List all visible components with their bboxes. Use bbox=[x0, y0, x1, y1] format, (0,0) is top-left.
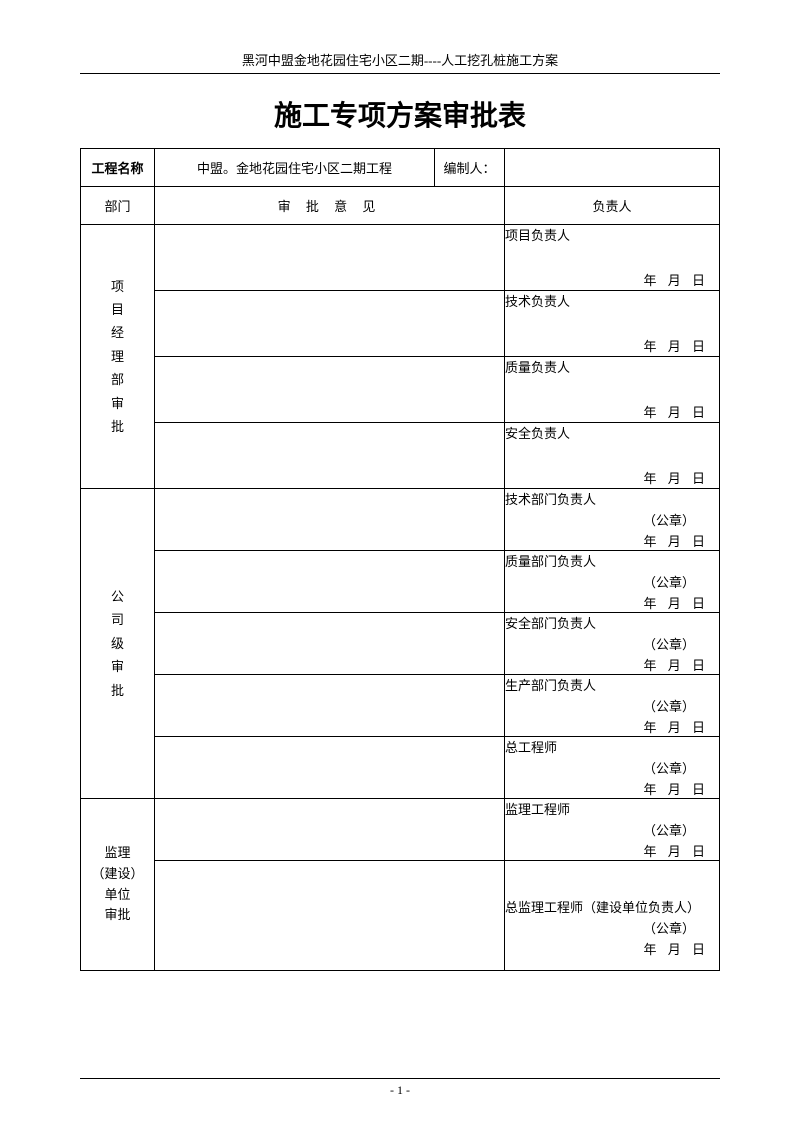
role-label: 安全部门负责人 bbox=[505, 613, 719, 632]
person-cell: 质量部门负责人 （公章） 年 月 日 bbox=[505, 551, 720, 613]
v-char: 目 bbox=[81, 298, 154, 321]
person-cell: 总监理工程师（建设单位负责人） （公章） 年 月 日 bbox=[505, 861, 720, 971]
date-label: 年 月 日 bbox=[505, 402, 719, 421]
v-line: （建设） bbox=[81, 864, 154, 885]
header-opinion: 审 批 意 见 bbox=[155, 187, 505, 225]
role-label: 质量负责人 bbox=[505, 357, 719, 376]
v-char: 级 bbox=[81, 632, 154, 655]
role-label: 安全负责人 bbox=[505, 423, 719, 442]
opinion-cell bbox=[155, 291, 505, 357]
opinion-cell bbox=[155, 489, 505, 551]
approval-table: 工程名称 中盟。金地花园住宅小区二期工程 编制人： 部门 审 批 意 见 负责人… bbox=[80, 148, 720, 971]
seal-label: （公章） bbox=[505, 918, 719, 937]
page-number: - 1 - bbox=[390, 1083, 410, 1097]
v-line: 单位 bbox=[81, 885, 154, 906]
opinion-cell bbox=[155, 225, 505, 291]
page-title: 施工专项方案审批表 bbox=[80, 94, 720, 134]
v-char: 经 bbox=[81, 321, 154, 344]
date-label: 年 月 日 bbox=[505, 468, 719, 487]
v-char: 项 bbox=[81, 275, 154, 298]
person-cell: 总工程师 （公章） 年 月 日 bbox=[505, 737, 720, 799]
role-label: 技术部门负责人 bbox=[505, 489, 719, 508]
v-char: 审 bbox=[81, 392, 154, 415]
opinion-cell bbox=[155, 613, 505, 675]
dept-company: 公 司 级 审 批 bbox=[81, 489, 155, 799]
opinion-cell bbox=[155, 799, 505, 861]
person-cell: 技术部门负责人 （公章） 年 月 日 bbox=[505, 489, 720, 551]
date-label: 年 月 日 bbox=[505, 593, 719, 612]
seal-label: （公章） bbox=[505, 696, 719, 715]
opinion-cell bbox=[155, 357, 505, 423]
v-char: 批 bbox=[81, 679, 154, 702]
role-label: 生产部门负责人 bbox=[505, 675, 719, 694]
seal-label: （公章） bbox=[505, 758, 719, 777]
dept-supervisor: 监理 （建设） 单位 审批 bbox=[81, 799, 155, 971]
person-cell: 安全部门负责人 （公章） 年 月 日 bbox=[505, 613, 720, 675]
v-char: 部 bbox=[81, 368, 154, 391]
v-char: 公 bbox=[81, 585, 154, 608]
seal-label: （公章） bbox=[505, 510, 719, 529]
opinion-cell bbox=[155, 423, 505, 489]
project-name-value: 中盟。金地花园住宅小区二期工程 bbox=[155, 149, 435, 187]
v-char: 批 bbox=[81, 415, 154, 438]
date-label: 年 月 日 bbox=[505, 531, 719, 550]
label-compiler: 编制人： bbox=[435, 149, 505, 187]
page-header: 黑河中盟金地花园住宅小区二期----人工挖孔桩施工方案 bbox=[80, 50, 720, 74]
v-char: 审 bbox=[81, 655, 154, 678]
date-label: 年 月 日 bbox=[505, 939, 719, 958]
date-label: 年 月 日 bbox=[505, 717, 719, 736]
role-label: 总监理工程师（建设单位负责人） bbox=[505, 897, 719, 916]
seal-label: （公章） bbox=[505, 820, 719, 839]
person-cell: 技术负责人 年 月 日 bbox=[505, 291, 720, 357]
date-label: 年 月 日 bbox=[505, 270, 719, 289]
v-char: 理 bbox=[81, 345, 154, 368]
header-dept: 部门 bbox=[81, 187, 155, 225]
seal-label: （公章） bbox=[505, 634, 719, 653]
v-char: 司 bbox=[81, 608, 154, 631]
person-cell: 质量负责人 年 月 日 bbox=[505, 357, 720, 423]
role-label: 监理工程师 bbox=[505, 799, 719, 818]
role-label: 技术负责人 bbox=[505, 291, 719, 310]
role-label: 质量部门负责人 bbox=[505, 551, 719, 570]
person-cell: 安全负责人 年 月 日 bbox=[505, 423, 720, 489]
v-line: 审批 bbox=[81, 905, 154, 926]
opinion-cell bbox=[155, 861, 505, 971]
person-cell: 项目负责人 年 月 日 bbox=[505, 225, 720, 291]
label-project-name: 工程名称 bbox=[81, 149, 155, 187]
date-label: 年 月 日 bbox=[505, 336, 719, 355]
seal-label: （公章） bbox=[505, 572, 719, 591]
role-label: 项目负责人 bbox=[505, 225, 719, 244]
date-label: 年 月 日 bbox=[505, 655, 719, 674]
compiler-value bbox=[505, 149, 720, 187]
date-label: 年 月 日 bbox=[505, 779, 719, 798]
opinion-cell bbox=[155, 675, 505, 737]
date-label: 年 月 日 bbox=[505, 841, 719, 860]
person-cell: 生产部门负责人 （公章） 年 月 日 bbox=[505, 675, 720, 737]
v-line: 监理 bbox=[81, 843, 154, 864]
opinion-cell bbox=[155, 551, 505, 613]
page-footer: - 1 - bbox=[0, 1078, 800, 1098]
person-cell: 监理工程师 （公章） 年 月 日 bbox=[505, 799, 720, 861]
header-person: 负责人 bbox=[505, 187, 720, 225]
role-label: 总工程师 bbox=[505, 737, 719, 756]
dept-project-manager: 项 目 经 理 部 审 批 bbox=[81, 225, 155, 489]
opinion-cell bbox=[155, 737, 505, 799]
